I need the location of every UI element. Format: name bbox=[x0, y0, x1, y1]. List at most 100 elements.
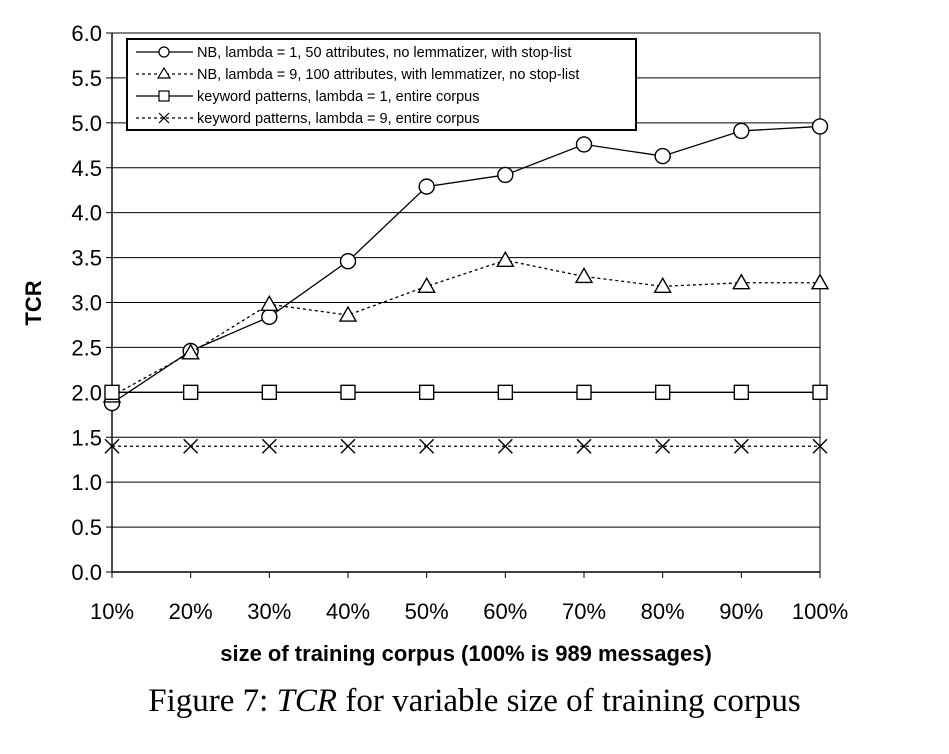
data-point bbox=[654, 147, 671, 165]
data-point bbox=[261, 438, 277, 454]
cross-stroke bbox=[419, 438, 435, 454]
data-point bbox=[811, 118, 829, 135]
cross-stroke bbox=[340, 438, 356, 454]
data-point bbox=[104, 384, 120, 401]
x-tick-label: 90% bbox=[719, 599, 763, 624]
legend-label: NB, lambda = 1, 50 attributes, no lemmat… bbox=[197, 45, 571, 61]
data-point bbox=[260, 294, 279, 311]
data-point bbox=[810, 273, 830, 290]
y-tick-label: 4.5 bbox=[71, 156, 102, 181]
data-point bbox=[261, 308, 278, 326]
tcr-line-chart: 0.00.51.01.52.02.53.03.54.04.55.05.56.0 … bbox=[21, 21, 848, 666]
data-point bbox=[338, 305, 358, 322]
legend-marker bbox=[158, 90, 170, 102]
data-point bbox=[812, 384, 828, 401]
legend: NB, lambda = 1, 50 attributes, no lemmat… bbox=[126, 38, 637, 131]
data-point bbox=[654, 384, 671, 401]
y-tick-label: 0.5 bbox=[71, 515, 102, 540]
x-tick-label: 40% bbox=[326, 599, 370, 624]
data-point bbox=[497, 166, 514, 184]
series-2-line bbox=[111, 259, 820, 397]
data-point bbox=[497, 384, 514, 401]
y-tick-label: 4.0 bbox=[71, 201, 102, 226]
y-tick-label: 5.5 bbox=[71, 66, 102, 91]
legend-box bbox=[126, 38, 637, 131]
y-tick-label: 6.0 bbox=[71, 21, 102, 46]
data-point bbox=[104, 438, 120, 454]
legend-marker bbox=[158, 46, 170, 58]
legend-marker bbox=[158, 112, 170, 124]
legend-label: keyword patterns, lambda = 1, entire cor… bbox=[197, 89, 480, 105]
cross-stroke bbox=[655, 438, 671, 454]
series-3 bbox=[104, 384, 828, 401]
legend-circle-marker bbox=[158, 46, 170, 58]
data-point bbox=[339, 252, 357, 270]
data-point bbox=[496, 250, 515, 267]
data-point bbox=[181, 343, 200, 360]
data-series bbox=[102, 118, 830, 454]
cross-stroke bbox=[733, 438, 749, 454]
y-tick-label: 1.0 bbox=[71, 470, 102, 495]
data-point bbox=[574, 267, 594, 284]
cross-stroke bbox=[261, 438, 277, 454]
caption-italic-term: TCR bbox=[276, 683, 338, 719]
cross-stroke bbox=[812, 438, 828, 454]
legend-cross-stroke bbox=[158, 112, 170, 124]
y-tick-label: 0.0 bbox=[71, 560, 102, 585]
series-2 bbox=[102, 250, 830, 403]
y-tick-label: 3.5 bbox=[71, 246, 102, 271]
x-axis-title: size of training corpus (100% is 989 mes… bbox=[220, 641, 712, 666]
data-point bbox=[419, 438, 435, 454]
x-tick-label: 10% bbox=[90, 599, 134, 624]
x-tick-label: 60% bbox=[483, 599, 527, 624]
legend-marker bbox=[156, 66, 172, 79]
data-point bbox=[417, 276, 436, 294]
data-point bbox=[418, 384, 435, 401]
y-tick-labels: 0.0 0.5 1.0 1.5 2.0 2.5 3.0 3.5 4.0 4.5 5.0 5.5 6.0 bbox=[71, 21, 102, 585]
data-point bbox=[733, 384, 750, 401]
legend-square-marker bbox=[158, 90, 170, 102]
data-point bbox=[812, 438, 828, 454]
cross-stroke bbox=[183, 438, 199, 454]
legend-label: keyword patterns, lambda = 9, entire cor… bbox=[197, 111, 480, 127]
caption-prefix: Figure 7: bbox=[148, 683, 269, 719]
data-point bbox=[733, 438, 749, 454]
figure-caption: Figure 7: TCR for variable size of train… bbox=[0, 683, 949, 720]
series-1-line bbox=[111, 125, 821, 404]
x-tick-label: 80% bbox=[641, 599, 685, 624]
legend-triangle-marker bbox=[156, 66, 172, 79]
data-point bbox=[655, 438, 671, 454]
data-point bbox=[576, 384, 592, 401]
cross-stroke bbox=[104, 438, 120, 454]
data-point bbox=[340, 384, 356, 401]
data-point bbox=[340, 438, 356, 454]
y-tick-label: 5.0 bbox=[71, 111, 102, 136]
x-tick-label: 20% bbox=[169, 599, 213, 624]
y-tick-label: 2.5 bbox=[71, 335, 102, 360]
data-point bbox=[183, 438, 199, 454]
caption-suffix: for variable size of training corpus bbox=[345, 683, 801, 719]
data-point bbox=[576, 438, 592, 454]
data-point bbox=[418, 178, 435, 195]
data-point bbox=[182, 384, 199, 401]
x-tick-label: 50% bbox=[405, 599, 449, 624]
data-point bbox=[732, 273, 751, 290]
x-tick-labels: 10% 20% 30% 40% 50% 60% 70% 80% 90% 100% bbox=[90, 599, 848, 624]
y-tick-label: 3.0 bbox=[71, 291, 102, 316]
x-tick-label: 100% bbox=[792, 599, 848, 624]
data-point bbox=[261, 384, 278, 401]
data-point bbox=[497, 438, 513, 454]
x-tick-label: 70% bbox=[562, 599, 606, 624]
cross-stroke bbox=[576, 438, 592, 454]
data-point bbox=[733, 122, 750, 140]
cross-stroke bbox=[497, 438, 513, 454]
y-tick-label: 1.5 bbox=[71, 425, 102, 450]
y-tick-label: 2.0 bbox=[71, 380, 102, 405]
data-point bbox=[575, 136, 593, 153]
data-point bbox=[653, 276, 672, 294]
series-4 bbox=[104, 438, 828, 454]
y-axis-title: TCR bbox=[21, 280, 46, 325]
series-1 bbox=[103, 118, 829, 412]
x-tick-label: 30% bbox=[247, 599, 291, 624]
legend-label: NB, lambda = 9, 100 attributes, with lem… bbox=[197, 67, 579, 83]
